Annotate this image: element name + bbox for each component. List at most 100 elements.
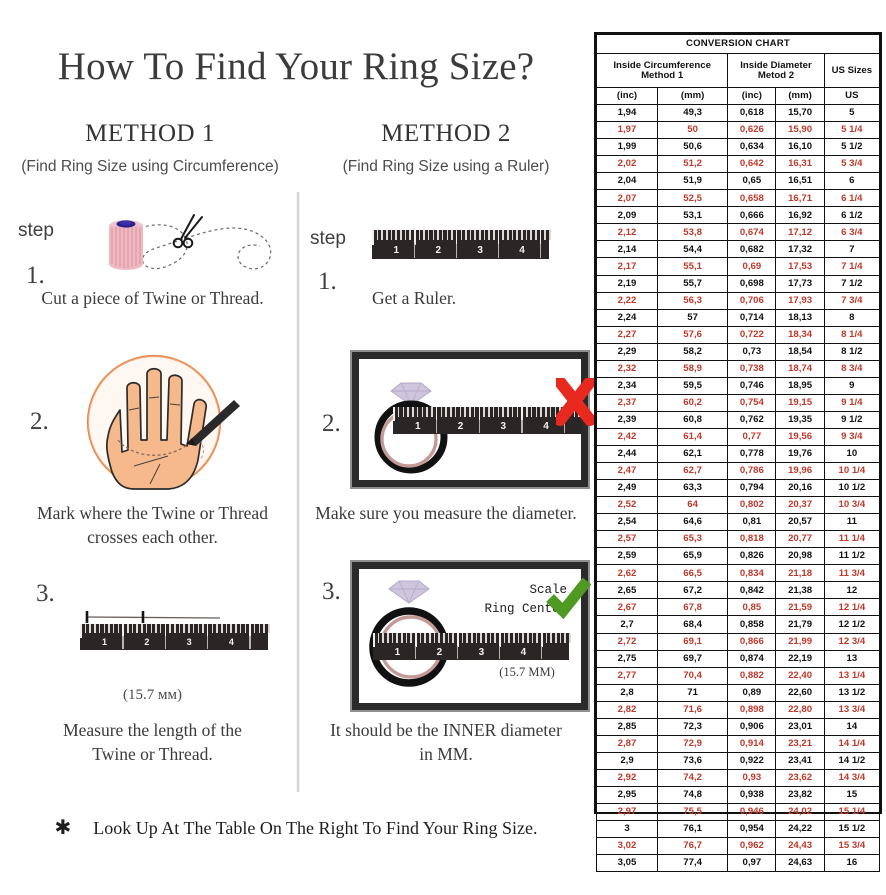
ruler-tick bbox=[445, 407, 447, 417]
ruler-tick bbox=[511, 230, 514, 241]
cell-r44-c0: 3,05 bbox=[595, 854, 659, 873]
ruler-tick bbox=[539, 230, 542, 246]
column-header-1: (mm) bbox=[657, 86, 729, 106]
chart-title-row: CONVERSION CHART bbox=[596, 34, 880, 54]
cell-r22-c1: 63,3 bbox=[657, 479, 729, 498]
table-row: 2,59 65,9 0,826 20,98 11 1/2 bbox=[595, 547, 881, 566]
cell-r5-c1: 52,5 bbox=[657, 189, 729, 208]
ruler-tick bbox=[431, 407, 433, 417]
cell-r0-c4: 5 bbox=[823, 104, 881, 123]
ruler-tick bbox=[122, 624, 124, 638]
ruler-tick bbox=[268, 624, 270, 634]
ruler-tick bbox=[455, 230, 458, 246]
cell-r24-c2: 0,81 bbox=[727, 513, 777, 532]
ruler-tick bbox=[418, 230, 421, 241]
table-row: 2,62 66,5 0,834 21,18 11 3/4 bbox=[595, 564, 881, 583]
ruler-tick bbox=[475, 633, 478, 643]
cell-r41-c2: 0,946 bbox=[727, 802, 777, 822]
ruler-tick bbox=[483, 407, 485, 417]
ruler-tick bbox=[473, 407, 476, 417]
green-check-icon bbox=[546, 577, 592, 620]
cell-r5-c3: 16,71 bbox=[775, 189, 825, 208]
method-1-header: METHOD 1 (Find Ring Size using Circumfer… bbox=[0, 120, 300, 176]
twine-spool-scissors-icon bbox=[90, 212, 285, 298]
ruler-tick bbox=[407, 407, 409, 417]
table-head: CONVERSION CHART Inside Circumference Me… bbox=[595, 34, 881, 106]
ruler-tick bbox=[503, 633, 506, 643]
method-1-step-3-caption-line-1: Measure the length of the bbox=[63, 720, 242, 740]
method-2-step-2-illustration: 1 2 3 4 bbox=[350, 350, 590, 489]
cell-r10-c3: 17,73 bbox=[775, 274, 825, 293]
ruler-tick bbox=[459, 407, 462, 417]
cell-r5-c0: 2,07 bbox=[595, 189, 659, 208]
cell-r40-c1: 74,8 bbox=[657, 785, 729, 804]
ruler-number: 4 bbox=[520, 646, 527, 658]
cell-r9-c0: 2,17 bbox=[595, 257, 659, 276]
table-row: 2,14 54,4 0,682 17,32 7 bbox=[595, 240, 881, 259]
unit-header-row: (inc) (mm) (inc) (mm) US bbox=[595, 86, 881, 106]
ruler-tick bbox=[550, 633, 552, 643]
table-row: 1,99 50,6 0,634 16,10 5 1/2 bbox=[595, 138, 881, 157]
cell-r24-c3: 20,57 bbox=[775, 513, 825, 532]
cell-r26-c1: 65,9 bbox=[657, 547, 729, 566]
ruler-tick bbox=[479, 230, 481, 241]
ruler-major-separator bbox=[164, 636, 166, 650]
cell-r32-c3: 22,19 bbox=[775, 649, 825, 668]
cell-r39-c4: 14 3/4 bbox=[823, 768, 881, 787]
cell-r36-c4: 14 bbox=[823, 717, 881, 736]
ruler-tick bbox=[98, 624, 101, 634]
cell-r23-c4: 10 3/4 bbox=[823, 496, 881, 515]
cell-r41-c3: 24,02 bbox=[775, 802, 825, 822]
cell-r44-c2: 0,97 bbox=[727, 854, 777, 873]
method-2-title: METHOD 2 bbox=[381, 120, 511, 147]
ruler-tick bbox=[393, 407, 395, 422]
cell-r33-c2: 0,882 bbox=[727, 666, 777, 685]
cell-r19-c0: 2,42 bbox=[595, 427, 659, 446]
ruler-tick bbox=[391, 633, 394, 643]
ruler-tick bbox=[401, 633, 403, 643]
cell-r8-c3: 17,32 bbox=[775, 240, 825, 259]
table-row: 2,32 58,9 0,738 18,74 8 3/4 bbox=[595, 359, 881, 378]
table-row: 2,95 74,8 0,938 23,82 15 bbox=[595, 785, 881, 804]
cell-r17-c3: 19,15 bbox=[775, 393, 825, 412]
cell-r36-c2: 0,906 bbox=[727, 717, 777, 736]
cell-r36-c0: 2,85 bbox=[595, 717, 659, 736]
ruler-tick bbox=[502, 407, 504, 417]
cell-r40-c4: 15 bbox=[823, 785, 881, 804]
cell-r43-c4: 15 3/4 bbox=[823, 837, 881, 856]
cell-r2-c0: 1,99 bbox=[595, 138, 659, 157]
ruler-tick bbox=[235, 624, 237, 634]
cell-r16-c3: 18,95 bbox=[775, 376, 825, 395]
group-header-circumference-line-1: Inside Circumference bbox=[613, 59, 711, 71]
ruler-tick bbox=[452, 633, 454, 643]
cell-r7-c1: 53,8 bbox=[657, 223, 729, 242]
method-2-step-2-caption: Make sure you measure the diameter. bbox=[315, 503, 577, 523]
ruler-tick bbox=[536, 633, 538, 643]
cell-r18-c1: 60,8 bbox=[657, 410, 729, 429]
ruler-tick bbox=[390, 230, 393, 241]
ruler-tick bbox=[415, 633, 417, 648]
ruler-tick bbox=[258, 624, 261, 634]
ruler-tick bbox=[526, 407, 528, 417]
ruler-number: 2 bbox=[436, 646, 443, 658]
instructions-panel: How To Find Your Ring Size? METHOD 1 (Fi… bbox=[0, 45, 596, 839]
cell-r22-c4: 10 1/2 bbox=[823, 479, 881, 498]
cell-r7-c2: 0,674 bbox=[727, 223, 777, 242]
cell-r32-c1: 69,7 bbox=[657, 649, 729, 668]
cell-r42-c0: 3 bbox=[595, 820, 659, 839]
table-row: 1,97 50 0,626 15,90 5 1/4 bbox=[595, 121, 881, 140]
cell-r32-c4: 13 bbox=[823, 649, 881, 668]
cell-r22-c2: 0,794 bbox=[727, 479, 777, 498]
ruler-tick bbox=[183, 624, 185, 634]
ruler-tick bbox=[508, 633, 510, 643]
ruler-tick bbox=[178, 624, 181, 634]
ruler-tick bbox=[522, 633, 524, 643]
ruler-tick bbox=[402, 407, 405, 417]
table-row: 2,17 55,1 0,69 17,53 7 1/4 bbox=[595, 257, 881, 276]
ruler-number: 3 bbox=[478, 646, 485, 658]
ruler-tick bbox=[559, 633, 562, 643]
table-row: 2,65 67,2 0,842 21,38 12 bbox=[595, 581, 881, 600]
ruler-tick bbox=[461, 633, 464, 643]
ruler-tick bbox=[108, 624, 110, 634]
cell-r12-c0: 2,24 bbox=[595, 308, 659, 327]
